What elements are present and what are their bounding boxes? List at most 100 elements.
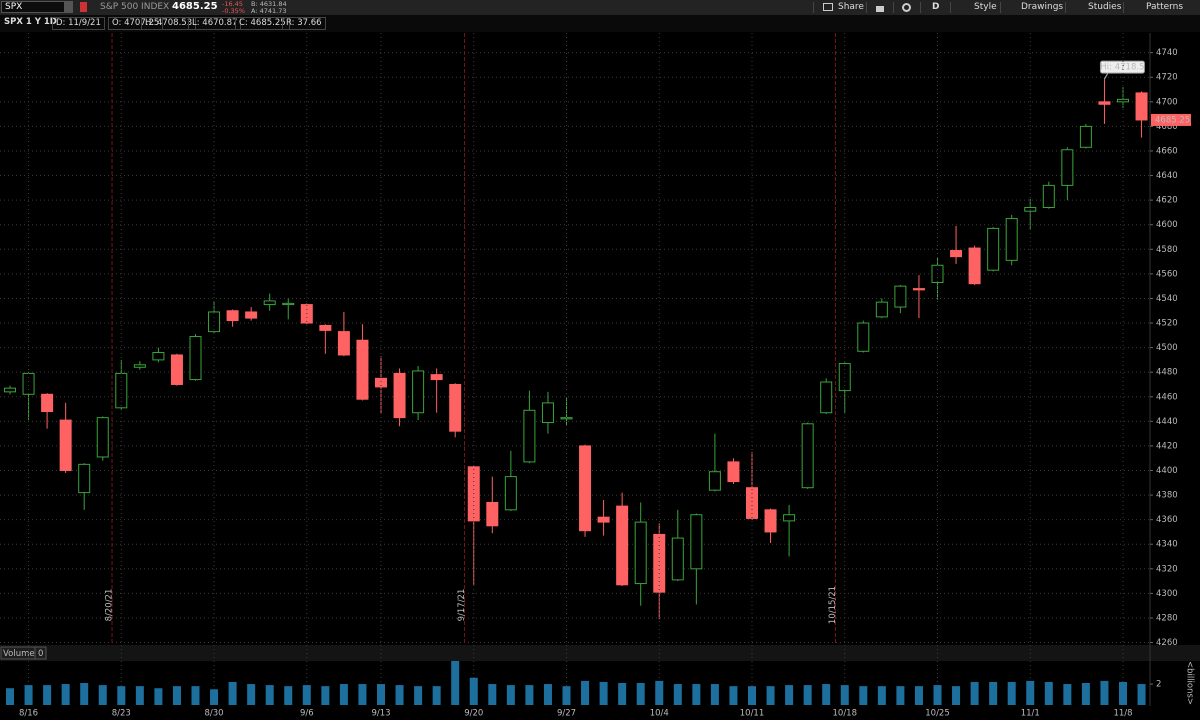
- share-icon: [823, 3, 833, 11]
- candle-body: [226, 310, 239, 322]
- y-tick-label: 4280: [1156, 613, 1178, 623]
- separator: [813, 2, 814, 13]
- volume-bar: [803, 685, 812, 705]
- volume-bar: [581, 680, 590, 705]
- info-open: O: 4707.25: [108, 17, 164, 30]
- volume-bar: [933, 685, 942, 705]
- candle-body: [690, 514, 703, 570]
- period-button[interactable]: D: [932, 2, 940, 12]
- x-tick-label: 10/4: [650, 709, 669, 719]
- last-price-bubble: [1151, 113, 1191, 126]
- x-tick-label: 8/16: [19, 709, 38, 719]
- style-button[interactable]: Style: [974, 2, 997, 12]
- volume-bar: [562, 686, 571, 705]
- candle-body: [356, 339, 369, 400]
- candle-body: [1135, 92, 1148, 121]
- volume-value: 0: [38, 649, 43, 659]
- symbol-input[interactable]: SPX: [1, 1, 73, 13]
- candle-body: [764, 509, 777, 533]
- volume-header: [0, 645, 1200, 661]
- separator: [950, 2, 951, 13]
- y-tick-label: 4620: [1156, 196, 1178, 206]
- candle-body: [245, 311, 258, 319]
- volume-bar: [80, 683, 89, 705]
- drawings-button[interactable]: Drawings: [1021, 2, 1064, 12]
- candle-body: [152, 352, 165, 361]
- y-tick-label: 4380: [1156, 491, 1178, 501]
- volume-bar: [655, 680, 664, 705]
- chart-settings[interactable]: SPX 1 Y 1D: [4, 17, 57, 27]
- separator: [1000, 2, 1001, 13]
- volume-bar: [414, 686, 423, 705]
- candle-body: [968, 247, 981, 285]
- candle-body: [1079, 125, 1092, 148]
- candle-body: [486, 501, 499, 527]
- candle-body: [170, 354, 183, 385]
- volume-bar: [618, 683, 627, 705]
- separator: [1065, 2, 1066, 13]
- ask: A: 4741.73: [251, 7, 287, 15]
- volume-bar: [395, 685, 404, 705]
- x-tick-label: 11/1: [1021, 709, 1040, 719]
- toolbar: SPX S&P 500 INDEX 4685.25 -16.45 -0.35% …: [0, 0, 1200, 15]
- volume-bar: [896, 686, 905, 705]
- candle-body: [950, 250, 963, 258]
- candle-body: [727, 461, 740, 483]
- flask-button[interactable]: [876, 2, 884, 12]
- volume-bar: [952, 686, 961, 705]
- share-button[interactable]: Share: [838, 2, 864, 12]
- volume-bar: [191, 686, 200, 705]
- volume-bar: [1007, 681, 1016, 705]
- volume-bar: [247, 684, 256, 705]
- dropdown[interactable]: [64, 2, 73, 12]
- description: S&P 500 INDEX: [100, 2, 170, 12]
- y-tick-label: 4440: [1156, 417, 1178, 427]
- candle-body: [115, 372, 128, 409]
- x-tick-label: 10/11: [740, 709, 765, 719]
- candle-body: [634, 521, 647, 585]
- candle-body: [912, 288, 925, 291]
- candle-body: [653, 533, 666, 593]
- candle-body: [263, 300, 276, 306]
- info-low: L: 4670.87: [188, 17, 242, 30]
- candle-body: [337, 331, 350, 356]
- candle-body: [708, 471, 721, 491]
- candle-body: [78, 463, 91, 494]
- volume-bar: [432, 686, 441, 705]
- studies-button[interactable]: Studies: [1088, 2, 1122, 12]
- volume-bar: [599, 681, 608, 705]
- candle-body: [189, 336, 202, 381]
- candle-body: [319, 324, 332, 331]
- volume-bar: [914, 686, 923, 705]
- candle-body: [96, 417, 109, 458]
- volume-bar: [488, 684, 497, 705]
- y-tick-label: 4600: [1156, 220, 1178, 230]
- candle-body: [41, 393, 54, 413]
- volume-bar: [451, 661, 460, 705]
- flag: [80, 2, 87, 12]
- volume-bar: [6, 688, 14, 705]
- candle-body: [579, 445, 592, 532]
- candle-body: [1005, 218, 1018, 261]
- volume-bar: [636, 683, 645, 705]
- y-tick-label: 4340: [1156, 540, 1178, 550]
- volume-bar: [766, 686, 775, 705]
- x-tick-label: 10/18: [833, 709, 858, 719]
- candle-body: [671, 537, 684, 581]
- volume-bar: [24, 685, 33, 705]
- volume-bar: [840, 685, 849, 705]
- volume-bar: [339, 684, 348, 705]
- patterns-button[interactable]: Patterns: [1146, 2, 1184, 12]
- candle-body: [801, 423, 814, 489]
- candle-body: [133, 364, 146, 368]
- volume-bar: [543, 684, 552, 705]
- separator: [920, 2, 921, 13]
- separator: [1123, 2, 1124, 13]
- volume-bar: [321, 686, 330, 705]
- candle-body: [820, 381, 833, 414]
- volume-bar: [989, 681, 998, 705]
- y-tick-label: 4320: [1156, 564, 1178, 574]
- y-tick-label: 4520: [1156, 319, 1178, 329]
- price-pane: 4260 4280 4300 4320 4340 4360 4380 4400 4420 4440…: [0, 33, 1178, 645]
- settings-button[interactable]: [902, 3, 911, 12]
